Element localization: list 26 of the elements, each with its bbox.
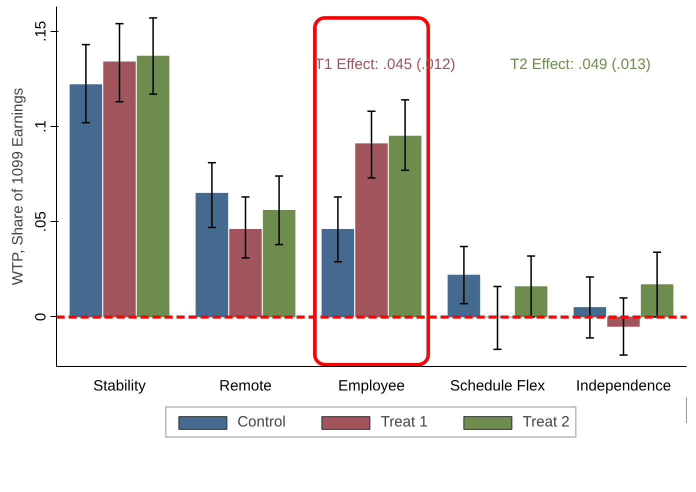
annotation: T2 Effect: .049 (.013) <box>510 56 651 74</box>
bar <box>136 56 170 318</box>
bar <box>196 192 228 318</box>
legend-label: Treat 1 <box>380 414 428 430</box>
legend-label: Control <box>237 414 286 430</box>
x-tick-label: Employee <box>338 378 405 394</box>
y-tick-label: 0 <box>32 312 50 322</box>
bar <box>448 274 480 318</box>
bar <box>355 143 388 318</box>
bar <box>322 229 354 318</box>
bar <box>70 84 102 318</box>
y-tick-label: .05 <box>32 211 50 232</box>
bar <box>229 229 262 318</box>
bar <box>262 210 296 318</box>
x-tick-label: Independence <box>576 378 672 394</box>
bar <box>388 136 422 318</box>
bar <box>640 284 674 318</box>
x-tick-label: Schedule Flex <box>450 378 546 394</box>
y-axis-title: WTP, Share of 1099 Earnings <box>10 88 26 286</box>
y-tick-label: .15 <box>32 20 50 42</box>
legend-label: Treat 2 <box>522 414 570 430</box>
x-tick-label: Stability <box>93 378 146 394</box>
y-tick-label: .1 <box>32 120 50 133</box>
x-tick-label: Remote <box>219 378 272 394</box>
bar <box>514 286 548 318</box>
bar <box>103 61 136 318</box>
